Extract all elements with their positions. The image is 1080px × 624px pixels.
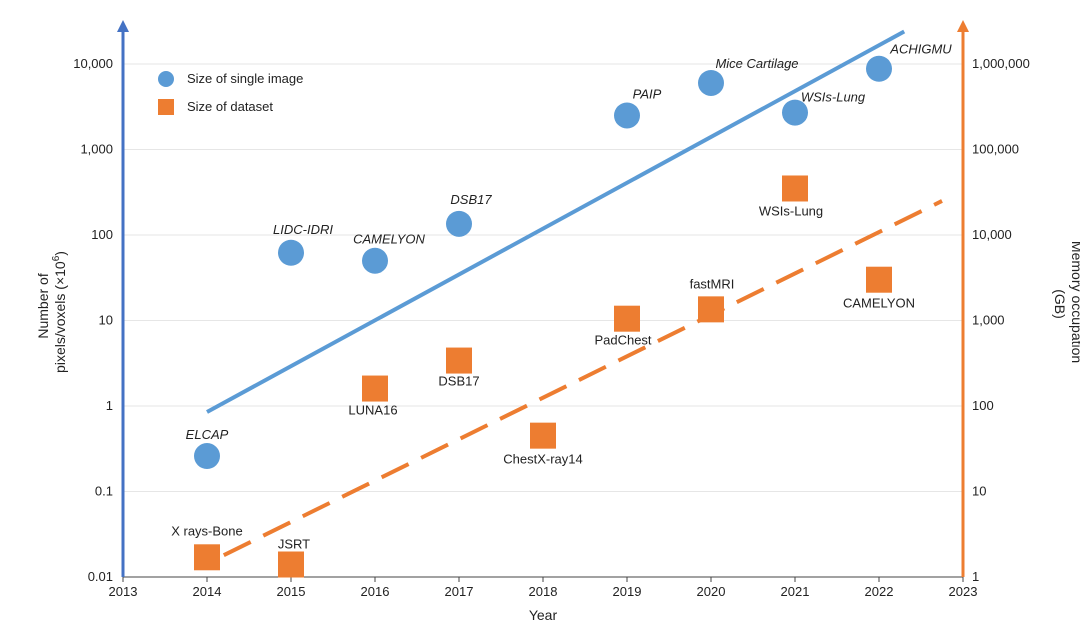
x-tick-label: 2017	[445, 584, 474, 599]
grid	[123, 63, 963, 492]
single-image-point	[278, 239, 304, 266]
dataset-point	[446, 347, 472, 374]
single-image-point	[782, 99, 808, 126]
dataset-point	[530, 422, 556, 449]
x-tick-label: 2023	[949, 584, 978, 599]
right-tick-label: 10	[972, 484, 986, 499]
x-tick-label: 2021	[781, 584, 810, 599]
right-axis-title: Memory occupation (GB)	[1052, 241, 1080, 367]
dataset-point	[782, 175, 808, 202]
left-axis-title: Number of pixels/voxels (×106)	[35, 251, 68, 373]
single-image-point	[866, 55, 892, 82]
left-tick-label: 0.01	[88, 569, 113, 584]
right-axis-arrow	[957, 20, 969, 32]
single-image-label: CAMELYON	[353, 232, 425, 247]
x-tick-label: 2014	[193, 584, 222, 599]
legend: Size of single image Size of dataset	[158, 71, 303, 115]
left-tick-label: 1	[106, 398, 113, 413]
right-axis-title-line-3: (GB)	[1052, 289, 1068, 319]
dataset-label: X rays-Bone	[171, 523, 243, 538]
left-tick-label: 10	[99, 313, 113, 328]
right-tick-label: 1	[972, 569, 979, 584]
legend-circle-icon	[158, 71, 174, 87]
single-image-point	[362, 247, 388, 274]
dataset-point	[278, 551, 304, 578]
right-tick-label: 100,000	[972, 142, 1019, 157]
single-image-point	[614, 102, 640, 129]
single-image-point	[194, 443, 220, 470]
right-axis-title-line-2: occupation	[1069, 295, 1080, 363]
x-axis-title: Year	[529, 607, 558, 623]
dataset-label: ChestX-ray14	[503, 452, 582, 467]
single-image-label: ELCAP	[186, 427, 229, 442]
dataset-point	[614, 305, 640, 332]
dataset-point	[362, 375, 388, 402]
dataset-point	[698, 296, 724, 323]
data-points	[194, 55, 892, 578]
single-image-label: DSB17	[450, 192, 492, 207]
single-image-label: LIDC-IDRI	[273, 222, 333, 237]
left-tick-label: 10,000	[73, 56, 113, 71]
dataset-point	[194, 544, 220, 571]
x-tick-label: 2020	[697, 584, 726, 599]
single-image-trend-line	[206, 29, 906, 414]
dataset-trend-line	[222, 199, 943, 557]
right-tick-label: 1,000	[972, 313, 1005, 328]
x-tick-label: 2013	[109, 584, 138, 599]
dataset-label: DSB17	[438, 374, 479, 389]
legend-square-icon	[158, 99, 174, 115]
legend-label-single-image: Size of single image	[187, 71, 303, 86]
tick-labels: 0.01 0.1 1 10 100 1,000 10,000 1 10 100 1,000 10,00…	[73, 56, 1030, 599]
x-tick-label: 2018	[529, 584, 558, 599]
left-axis-title-close: )	[52, 251, 68, 256]
right-tick-label: 10,000	[972, 227, 1012, 242]
left-tick-label: 0.1	[95, 484, 113, 499]
x-tick-label: 2022	[865, 584, 894, 599]
dataset-label: CAMELYON	[843, 296, 915, 311]
dataset-label: fastMRI	[690, 276, 735, 291]
left-axis-arrow	[117, 20, 129, 32]
axes	[117, 20, 969, 582]
single-image-label: WSIs-Lung	[801, 90, 866, 105]
legend-label-dataset: Size of dataset	[187, 99, 273, 114]
single-image-point	[698, 69, 724, 96]
trend-lines	[206, 29, 943, 557]
dataset-label: JSRT	[278, 537, 310, 552]
right-axis-title-line-1: Memory	[1069, 241, 1080, 292]
right-tick-label: 1,000,000	[972, 56, 1030, 71]
left-axis-title-line-2: pixels/voxels (×10	[52, 261, 68, 373]
left-tick-label: 100	[91, 227, 113, 242]
left-tick-label: 1,000	[80, 142, 113, 157]
x-tick-label: 2019	[613, 584, 642, 599]
left-axis-title-line-1: Number of	[35, 273, 51, 338]
dataset-label: PadChest	[594, 333, 651, 348]
dataset-point	[866, 266, 892, 293]
single-image-label: PAIP	[633, 86, 662, 101]
dataset-label: LUNA16	[348, 403, 397, 418]
single-image-point	[446, 210, 472, 237]
point-labels: ELCAP LIDC-IDRI CAMELYON DSB17 PAIP Mice Cart…	[171, 42, 952, 552]
x-tick-label: 2015	[277, 584, 306, 599]
x-tick-label: 2016	[361, 584, 390, 599]
left-axis-title-superscript: 6	[51, 255, 62, 261]
right-tick-label: 100	[972, 398, 994, 413]
single-image-label: Mice Cartilage	[715, 56, 798, 71]
dataset-label: WSIs-Lung	[759, 203, 823, 218]
single-image-label: ACHIGMU	[889, 42, 952, 57]
